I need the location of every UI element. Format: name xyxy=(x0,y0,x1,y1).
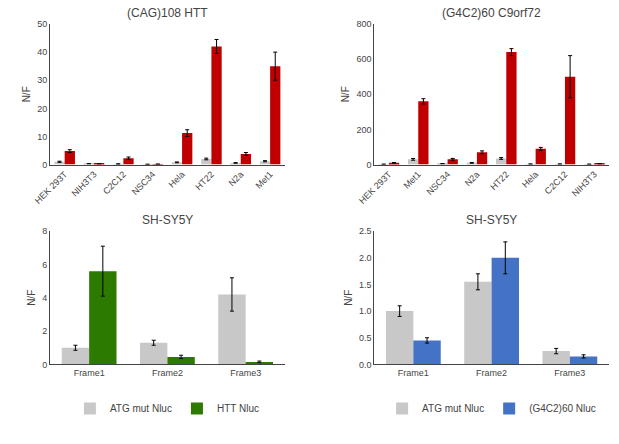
svg-text:SH-SY5Y: SH-SY5Y xyxy=(142,213,193,227)
svg-text:4: 4 xyxy=(42,293,47,303)
svg-text:C2C12: C2C12 xyxy=(101,169,128,196)
svg-text:2.5: 2.5 xyxy=(359,226,372,236)
svg-text:400: 400 xyxy=(356,89,371,99)
svg-text:40: 40 xyxy=(37,47,47,57)
svg-text:Frame1: Frame1 xyxy=(74,368,105,378)
svg-text:Frame2: Frame2 xyxy=(476,368,507,378)
svg-text:Frame3: Frame3 xyxy=(230,368,261,378)
svg-text:HTT Nluc: HTT Nluc xyxy=(217,403,259,414)
svg-text:0.0: 0.0 xyxy=(359,360,372,370)
svg-text:Met1: Met1 xyxy=(402,169,423,190)
svg-text:Frame2: Frame2 xyxy=(152,368,183,378)
svg-text:2.0: 2.0 xyxy=(359,253,372,263)
svg-text:ATG mut Nluc: ATG mut Nluc xyxy=(422,403,484,414)
svg-text:C2C12: C2C12 xyxy=(543,169,570,196)
svg-text:NIH3T3: NIH3T3 xyxy=(70,169,99,198)
svg-text:HT22: HT22 xyxy=(193,169,216,192)
svg-text:NSC34: NSC34 xyxy=(425,169,453,197)
svg-text:0: 0 xyxy=(42,360,47,370)
svg-text:HT22: HT22 xyxy=(488,169,511,192)
svg-text:HEK 293T: HEK 293T xyxy=(357,169,394,206)
svg-text:10: 10 xyxy=(37,132,47,142)
svg-text:N/F: N/F xyxy=(26,290,37,306)
svg-text:30: 30 xyxy=(37,75,47,85)
svg-text:Met1: Met1 xyxy=(253,169,274,190)
svg-text:8: 8 xyxy=(42,226,47,236)
svg-text:1.5: 1.5 xyxy=(359,280,372,290)
svg-text:2: 2 xyxy=(42,326,47,336)
svg-text:Frame3: Frame3 xyxy=(554,368,585,378)
svg-text:N2a: N2a xyxy=(227,169,246,188)
svg-text:N/F: N/F xyxy=(340,86,351,102)
svg-text:(CAG)108 HTT: (CAG)108 HTT xyxy=(127,6,208,20)
svg-text:20: 20 xyxy=(37,104,47,114)
svg-text:SH-SY5Y: SH-SY5Y xyxy=(466,213,517,227)
svg-text:N/F: N/F xyxy=(21,86,32,102)
svg-text:NSC34: NSC34 xyxy=(130,169,158,197)
svg-text:ATG mut Nluc: ATG mut Nluc xyxy=(110,403,172,414)
svg-text:200: 200 xyxy=(356,125,371,135)
svg-text:600: 600 xyxy=(356,54,371,64)
svg-text:NIH3T3: NIH3T3 xyxy=(570,169,599,198)
svg-text:0.5: 0.5 xyxy=(359,333,372,343)
svg-text:N/F: N/F xyxy=(343,290,354,306)
svg-text:(G4C2)60 Nluc: (G4C2)60 Nluc xyxy=(529,403,596,414)
svg-text:1.0: 1.0 xyxy=(359,306,372,316)
svg-text:0: 0 xyxy=(42,160,47,170)
svg-text:6: 6 xyxy=(42,260,47,270)
svg-text:800: 800 xyxy=(356,19,371,29)
svg-text:HEK 293T: HEK 293T xyxy=(33,169,70,206)
svg-text:(G4C2)60 C9orf72: (G4C2)60 C9orf72 xyxy=(442,6,541,20)
svg-text:0: 0 xyxy=(366,160,371,170)
svg-text:50: 50 xyxy=(37,19,47,29)
svg-text:N2a: N2a xyxy=(463,169,482,188)
svg-text:Hela: Hela xyxy=(166,169,186,189)
svg-text:Hela: Hela xyxy=(520,169,540,189)
svg-text:Frame1: Frame1 xyxy=(398,368,429,378)
